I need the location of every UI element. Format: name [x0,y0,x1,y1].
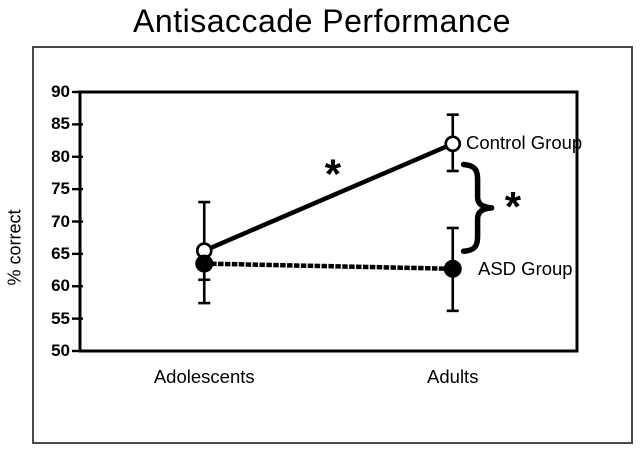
control-marker [444,135,462,153]
line-significance-star: * [325,151,342,198]
series-label-control-group: Control Group [466,132,583,153]
y-tick-label: 85 [51,114,70,134]
chart-title: Antisaccade Performance [133,3,511,39]
plot-border [78,90,579,353]
y-tick-label: 75 [51,179,70,199]
y-tick-label: 60 [51,276,70,296]
y-tick-label: 50 [51,341,70,360]
asd-line [204,261,453,272]
y-tick-label: 70 [51,211,70,231]
asd-marker [443,259,462,278]
y-axis-label: % correct [4,209,25,286]
series-label-asd-group: ASD Group [478,258,573,279]
figure-border [32,46,633,444]
x-category-label: Adolescents [153,366,255,387]
group-significance-star: * [505,183,522,230]
significance-brace [460,161,495,255]
y-tick-label: 65 [51,243,70,263]
control-line [203,141,454,253]
y-tick-label: 80 [51,146,70,166]
y-tick-label: 55 [51,308,70,328]
x-category-label: Adults [427,366,479,387]
y-tick-label: 90 [51,82,70,101]
asd-marker [195,254,214,273]
